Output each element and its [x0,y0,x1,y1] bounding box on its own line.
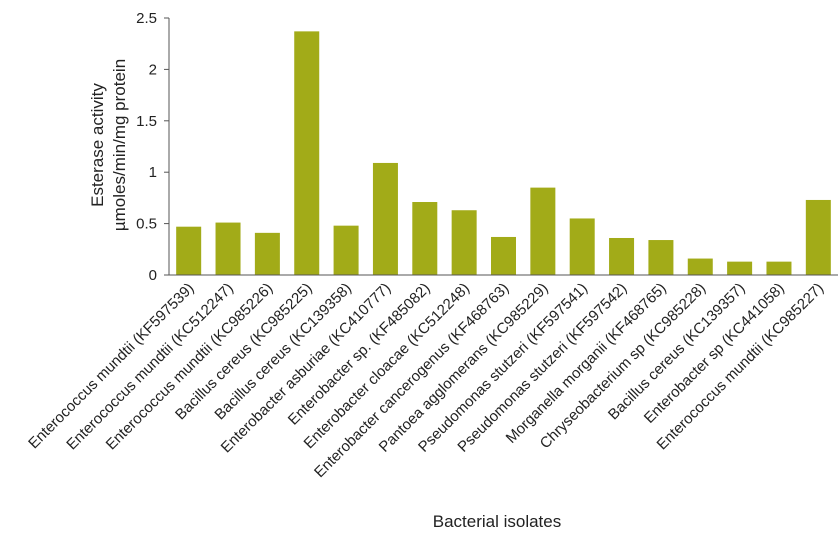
y-tick-label: 2 [149,61,157,78]
bar [333,225,359,275]
bar [412,202,438,275]
bar [609,237,635,275]
x-axis-label: Bacterial isolates [433,512,562,531]
bar [569,218,595,275]
bar [176,226,202,275]
y-tick-label: 1 [149,164,157,181]
bar [727,261,753,275]
y-tick-label: 1.5 [136,113,157,130]
y-axis-label-line-2: µmoles/min/mg protein [110,59,129,231]
bar [294,31,320,276]
bar [254,232,280,275]
bar [766,261,792,275]
bar [648,240,674,275]
bar [215,222,241,275]
y-tick-label: 0.5 [136,216,157,233]
y-axis-label-line-1: Esterase activity [88,83,107,207]
x-tick-label: Enterococcus mundtii (KF597539) [25,280,197,452]
bar [451,210,477,275]
x-tick-label: Enterococcus mundtii (KC512247) [63,280,237,454]
bar [372,162,398,275]
y-tick-label: 0 [149,267,157,284]
bars [176,31,831,276]
bar [491,236,516,275]
bar [687,258,713,275]
bar [805,199,831,275]
bar [530,187,556,275]
x-axis: Enterococcus mundtii (KF597539)Enterococ… [25,274,838,481]
y-tick-label: 2.5 [136,10,157,27]
y-axis: 0 0.5 1 1.5 2 2.5 [136,10,170,284]
